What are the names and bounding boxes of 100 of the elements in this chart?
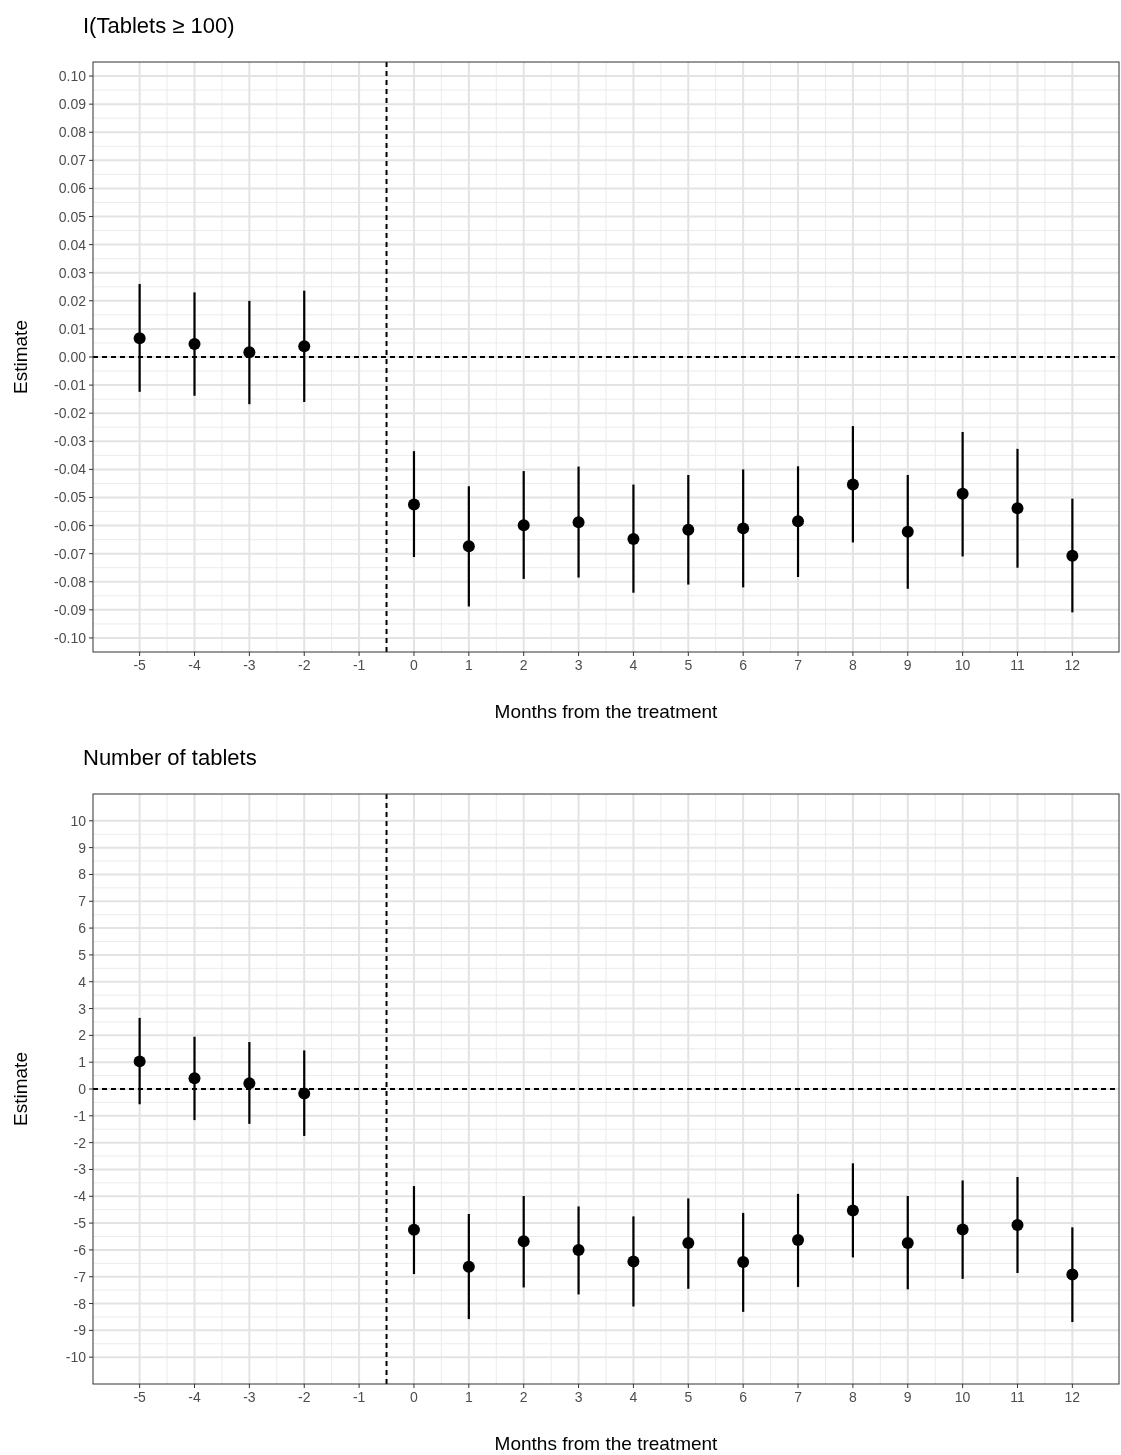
point (682, 1236, 695, 1249)
y-tick-label: -0.04 (54, 461, 87, 478)
point (133, 1055, 146, 1068)
y-tick-label: 9 (78, 839, 87, 856)
x-tick-label: 10 (954, 657, 971, 673)
point (737, 522, 750, 535)
y-tick-label: 0.06 (58, 180, 87, 197)
point (1066, 1268, 1079, 1281)
y-tick-label: -1 (73, 1107, 87, 1124)
y-tick-label: -0.07 (54, 545, 87, 562)
x-tick-label: 0 (410, 657, 419, 673)
point (627, 1255, 640, 1268)
y-tick-label: 3 (78, 1000, 87, 1017)
y-tick-label: -3 (73, 1161, 87, 1178)
x-tick-label: 12 (1064, 1389, 1081, 1405)
x-tick-label: 1 (464, 657, 473, 673)
y-tick-label: 0.02 (58, 292, 87, 309)
point (737, 1255, 750, 1268)
x-tick-label: 5 (684, 657, 693, 673)
x-tick-label: 1 (464, 1389, 473, 1405)
x-tick-label: -5 (133, 657, 147, 673)
y-tick-label: -10 (65, 1349, 87, 1366)
x-tick-label: -4 (188, 657, 201, 673)
point (792, 515, 805, 528)
y-tick-label: 0 (78, 1081, 87, 1097)
x-tick-label: 8 (849, 1389, 857, 1405)
point (188, 338, 201, 351)
x-tick-label: 2 (519, 1389, 528, 1405)
point (572, 1243, 585, 1256)
y-tick-label: 0.04 (58, 236, 87, 253)
chart-title: I(Tablets ≥ 100) (83, 13, 235, 38)
point (846, 478, 859, 491)
point (627, 533, 640, 546)
y-tick-label: 10 (70, 812, 87, 829)
x-tick-label: 3 (574, 657, 583, 673)
x-tick-label: 0 (410, 1389, 419, 1405)
point (1011, 1218, 1024, 1231)
x-axis-title: Months from the treatment (494, 1433, 719, 1454)
point (901, 525, 914, 538)
point (901, 1236, 914, 1249)
y-tick-label: -5 (73, 1215, 87, 1232)
x-tick-label: 5 (684, 1389, 693, 1405)
y-tick-label: -0.10 (54, 629, 87, 646)
y-tick-label: 7 (78, 893, 87, 910)
x-tick-label: -5 (133, 1389, 147, 1405)
point (846, 1204, 859, 1217)
x-tick-label: -3 (243, 1389, 256, 1405)
point (462, 1260, 475, 1273)
x-tick-label: 6 (739, 657, 748, 673)
point (407, 498, 420, 511)
y-tick-label: -0.05 (54, 489, 87, 506)
x-tick-label: 2 (519, 657, 528, 673)
y-tick-label: 6 (78, 920, 87, 937)
point (243, 1077, 256, 1090)
x-tick-label: -2 (298, 657, 311, 673)
y-tick-label: 8 (78, 866, 87, 883)
y-tick-label: -2 (73, 1134, 87, 1151)
x-tick-label: 9 (903, 1389, 912, 1405)
x-tick-label: -2 (298, 1389, 311, 1405)
x-tick-label: 12 (1064, 657, 1081, 673)
x-tick-label: -1 (352, 1389, 366, 1405)
point (1066, 549, 1079, 562)
y-tick-label: -7 (73, 1268, 87, 1285)
point (1011, 502, 1024, 515)
x-tick-label: 9 (903, 657, 912, 673)
point (298, 1087, 311, 1100)
x-tick-label: 4 (629, 657, 638, 673)
y-tick-label: 0.09 (58, 96, 87, 113)
y-tick-label: -0.08 (54, 573, 87, 590)
y-tick-label: 0.08 (58, 124, 87, 141)
y-tick-label: -6 (73, 1241, 87, 1258)
y-tick-label: -9 (73, 1322, 87, 1339)
y-tick-label: -4 (73, 1188, 87, 1205)
y-tick-label: 0.00 (58, 349, 87, 365)
x-tick-label: 10 (954, 1389, 971, 1405)
point (956, 487, 969, 500)
y-tick-label: 0.03 (58, 264, 87, 281)
point (572, 516, 585, 529)
y-tick-label: -0.03 (54, 433, 87, 450)
y-tick-label: 0.01 (58, 320, 87, 337)
point (407, 1223, 420, 1236)
x-tick-label: 6 (739, 1389, 748, 1405)
y-tick-label: 4 (78, 973, 87, 990)
y-tick-label: -0.01 (54, 377, 87, 394)
point (517, 519, 530, 532)
y-tick-label: 0.07 (58, 152, 87, 169)
y-tick-label: 5 (78, 946, 87, 963)
point (243, 346, 256, 359)
y-tick-label: -0.02 (54, 405, 87, 422)
point (462, 540, 475, 553)
point (792, 1233, 805, 1246)
x-tick-label: 11 (1010, 657, 1025, 673)
x-axis-title: Months from the treatment (494, 701, 719, 722)
x-tick-label: 11 (1010, 1389, 1025, 1405)
x-tick-label: 7 (794, 657, 803, 673)
point (517, 1235, 530, 1248)
x-tick-label: -3 (243, 657, 256, 673)
point (682, 523, 695, 536)
x-tick-label: 3 (574, 1389, 583, 1405)
point (133, 332, 146, 345)
